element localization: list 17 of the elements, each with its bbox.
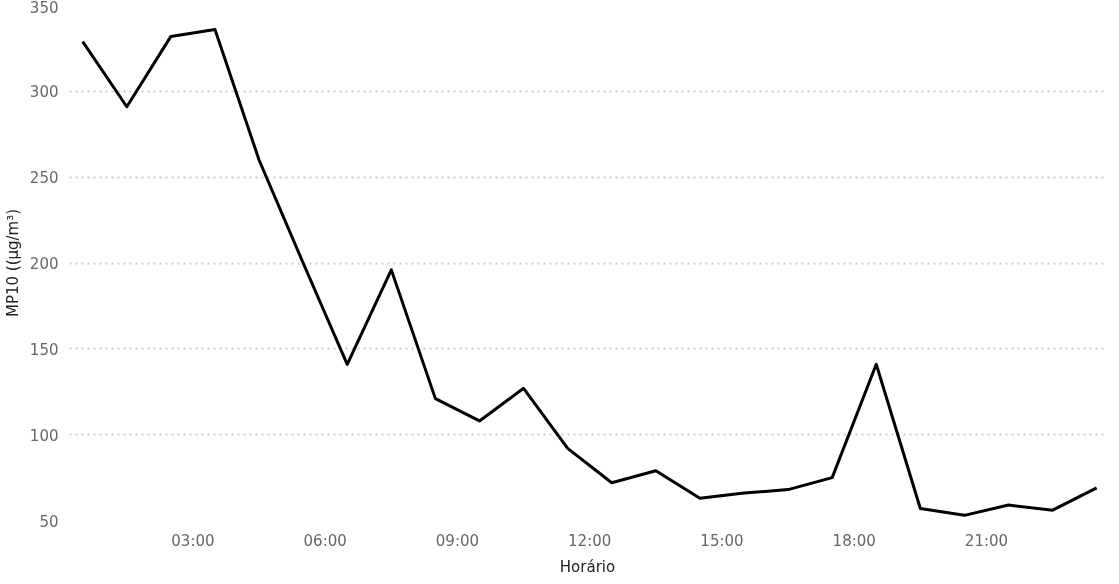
x-axis-title: Horário — [559, 557, 616, 576]
x-tick-label: 12:00 — [568, 531, 612, 550]
line-series — [81, 28, 1099, 517]
y-tick-label: 250 — [29, 169, 59, 188]
y-tick-label: 50 — [39, 512, 59, 531]
y-tick-label: 200 — [29, 255, 59, 273]
y-tick-label: 300 — [29, 83, 59, 102]
y-axis-title: MP10 ((µg/m³) — [3, 208, 22, 318]
x-tick-label: 15:00 — [700, 531, 744, 550]
y-tick-label: 150 — [29, 340, 59, 359]
x-tick-label: 06:00 — [303, 531, 347, 550]
x-tick-label: 21:00 — [964, 531, 1009, 550]
x-tick-label: 09:00 — [435, 531, 480, 550]
y-tick-label: 350 — [29, 0, 59, 17]
x-tick-label: 18:00 — [832, 531, 876, 550]
y-tick-label: 100 — [29, 426, 59, 445]
x-tick-label: 03:00 — [171, 531, 215, 550]
